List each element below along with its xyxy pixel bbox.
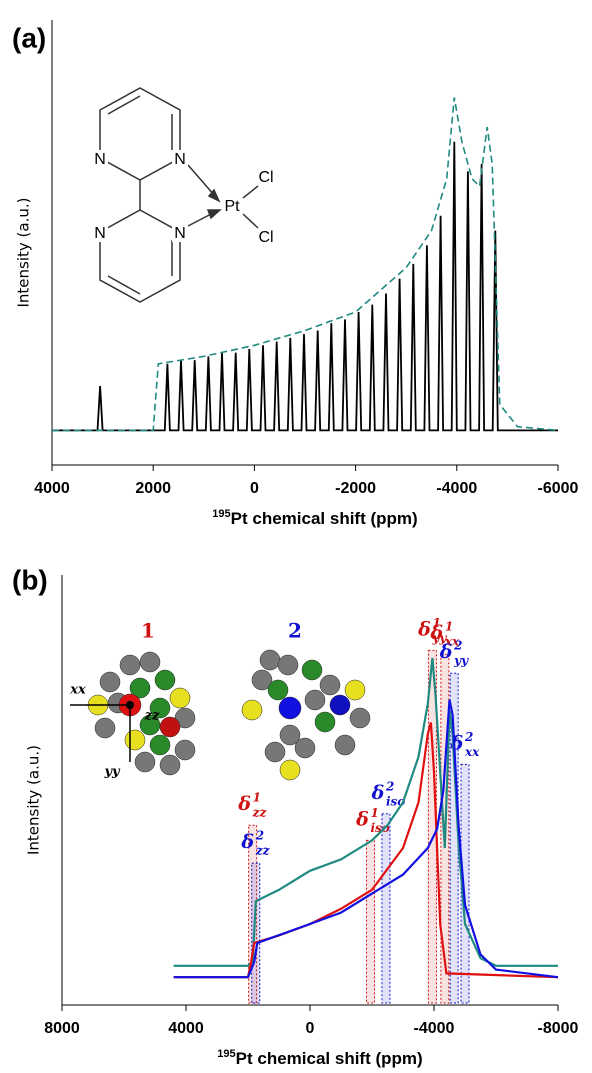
atom-label: Cl [258,229,273,246]
shift-sup: 1 [253,791,261,805]
x-tick-label: -4000 [436,480,477,497]
molecule-2 [242,650,370,780]
x-tick-label: -2000 [335,480,376,497]
x-tick-label: 0 [250,480,259,497]
atom-label: Cl [258,169,273,186]
panel-label: (b) [12,564,48,595]
shift-sub: xx [464,745,480,759]
x-axis-label-text: Pt chemical shift (ppm) [236,1049,423,1068]
shift-sub: yy [453,654,469,668]
shift-marker [252,863,260,1003]
x-axis-label: 195Pt chemical shift (ppm) [212,508,417,529]
shift-symbol: δ [439,641,453,663]
shift-symbol: δ [355,808,369,830]
spectrum-line [174,723,558,978]
atom-label: Pt [224,198,240,215]
shift-symbol: δ [240,831,254,853]
x-tick-label: -6000 [538,480,579,497]
x-axis-label-text: Pt chemical shift (ppm) [231,509,418,528]
axis-name: zz [144,709,160,724]
structure [100,88,258,302]
shift-marker [366,840,374,1003]
y-axis-label: Intensity (a.u.) [25,745,43,855]
x-tick-label: 8000 [44,1020,80,1037]
shift-sub: zz [255,844,271,858]
x-tick-label: 4000 [168,1020,204,1037]
x-tick-label: -4000 [414,1020,455,1037]
figure: N N N N Pt Cl Cl 1 2 xx yy zz (a) 4000 2 [0,0,592,1073]
shift-symbol: δ [371,782,385,804]
shift-symbol: δ [237,793,251,815]
atom-label: N [94,151,106,168]
molecule-label: 2 [288,619,302,643]
shift-sup: 2 [464,730,473,744]
axis-name: xx [69,683,86,698]
shift-sup: 2 [385,779,394,793]
shift-symbol: δ [417,618,431,640]
spectrum-line [174,700,558,977]
shift-sub: zz [252,806,268,820]
molecule-1 [70,652,195,775]
panel-label: (a) [12,22,46,53]
axis-name: yy [103,765,121,780]
x-tick-label: 0 [306,1020,315,1037]
x-axis-label-sup: 195 [217,1048,235,1060]
atom-labels: N N N N Pt Cl Cl [92,150,274,246]
shift-sup: 2 [255,829,264,843]
x-tick-label: 4000 [34,480,70,497]
atom-label: N [174,225,186,242]
atom-label: N [174,151,186,168]
spectrum-line [52,142,558,431]
x-tick-label: -8000 [538,1020,579,1037]
x-tick-label: 2000 [135,480,171,497]
molecule-label: 1 [141,619,155,643]
shift-sup: 1 [445,620,453,634]
x-axis-label: 195Pt chemical shift (ppm) [217,1048,422,1069]
atom-label: N [94,225,106,242]
y-axis-label: Intensity (a.u.) [15,198,33,308]
shift-sup: 1 [370,806,378,820]
shift-sup: 2 [453,639,462,653]
shift-marker [382,814,390,1003]
x-axis-label-sup: 195 [212,508,230,520]
